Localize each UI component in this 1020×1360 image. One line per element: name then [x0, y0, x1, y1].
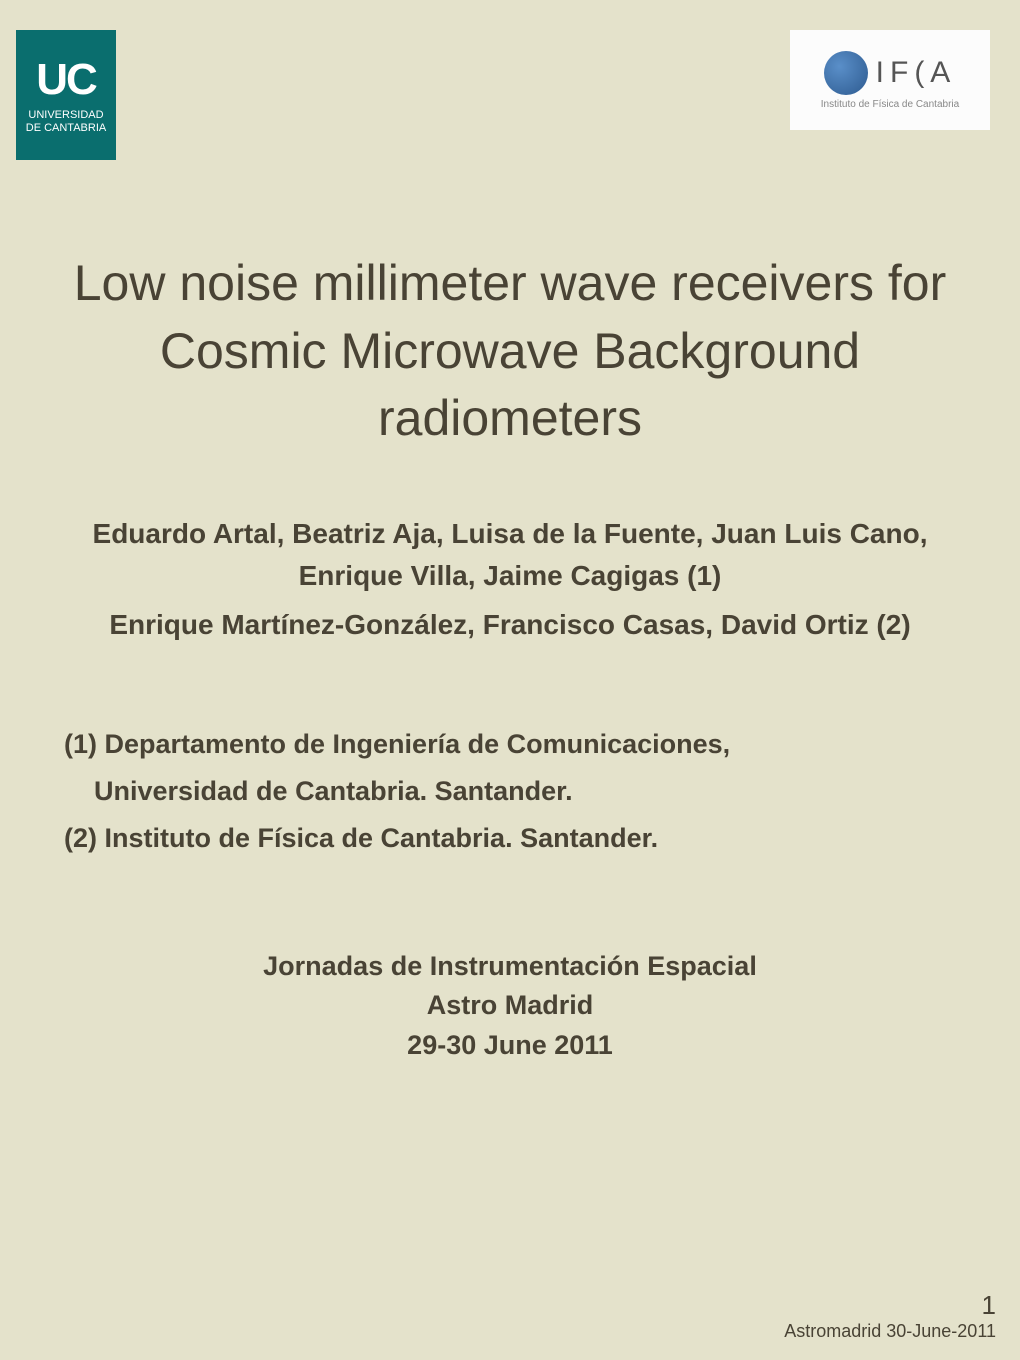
ifca-globe-icon: [824, 51, 868, 95]
slide-footer: 1 Astromadrid 30-June-2011: [784, 1290, 996, 1342]
authors-group-2: Enrique Martínez-González, Francisco Cas…: [0, 609, 1020, 641]
conference-location: Astro Madrid: [0, 986, 1020, 1025]
conference-info: Jornadas de Instrumentación Espacial Ast…: [0, 947, 1020, 1064]
uc-logo: UC UNIVERSIDAD DE CANTABRIA: [16, 30, 116, 160]
footer-date-text: Astromadrid 30-June-2011: [784, 1321, 996, 1342]
ifca-logo-top: IF(A: [824, 51, 957, 95]
slide-title: Low noise millimeter wave receivers for …: [0, 250, 1020, 453]
affiliation-1-line-1: (1) Departamento de Ingeniería de Comuni…: [64, 721, 956, 768]
uc-logo-subtitle: UNIVERSIDAD DE CANTABRIA: [26, 109, 106, 135]
ifca-logo-subtitle: Instituto de Física de Cantabria: [821, 99, 959, 110]
page-number: 1: [784, 1290, 996, 1321]
ifca-logo-text: IF(A: [876, 56, 957, 90]
ifca-logo: IF(A Instituto de Física de Cantabria: [790, 30, 990, 130]
header-logo-row: UC UNIVERSIDAD DE CANTABRIA IF(A Institu…: [0, 0, 1020, 160]
affiliation-1-line-2: Universidad de Cantabria. Santander.: [64, 768, 956, 815]
affiliations-block: (1) Departamento de Ingeniería de Comuni…: [0, 721, 1020, 863]
conference-dates: 29-30 June 2011: [0, 1026, 1020, 1065]
conference-name: Jornadas de Instrumentación Espacial: [0, 947, 1020, 986]
affiliation-2: (2) Instituto de Física de Cantabria. Sa…: [64, 815, 956, 862]
authors-group-1: Eduardo Artal, Beatriz Aja, Luisa de la …: [0, 513, 1020, 597]
uc-logo-main: UC: [36, 55, 96, 105]
